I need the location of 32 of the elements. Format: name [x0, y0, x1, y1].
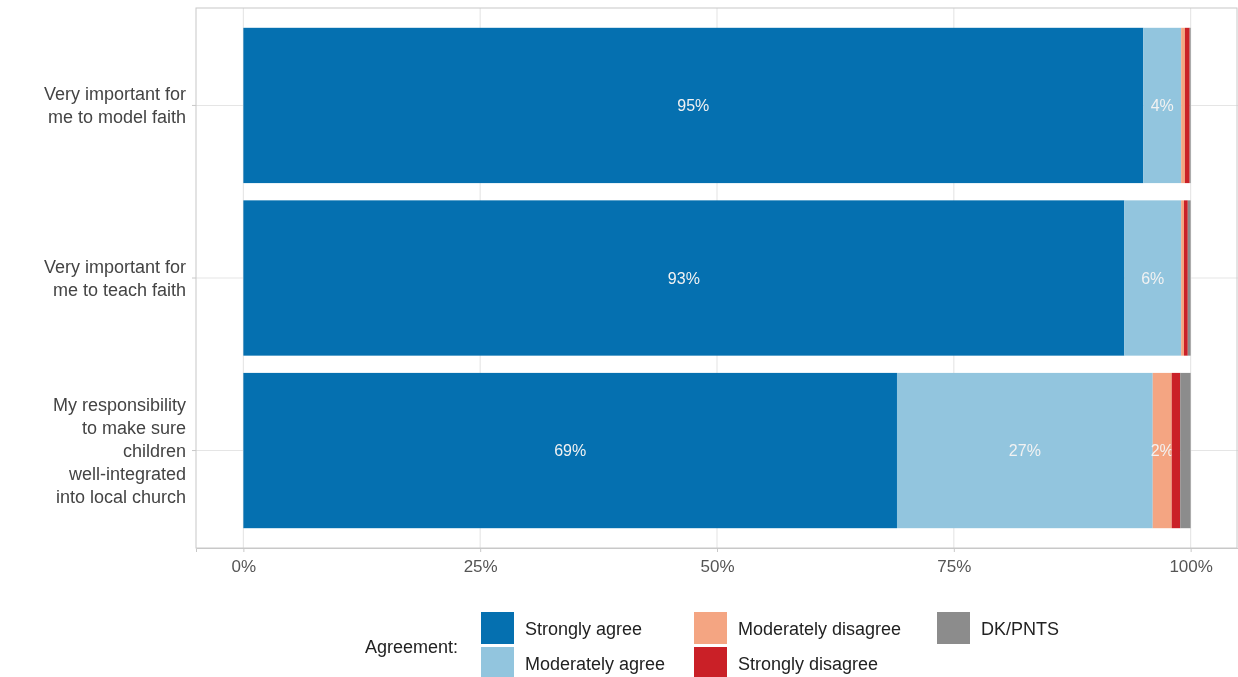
- legend-label: Moderately disagree: [738, 619, 902, 639]
- y-tick-label: My responsibility to make sure children well-integrated into local church: [52, 394, 186, 507]
- bar: [243, 27, 1144, 184]
- bar: [1143, 27, 1182, 184]
- data-label: 4%: [1150, 97, 1174, 115]
- data-label: 69%: [554, 442, 587, 460]
- x-tick-label: 0%: [231, 557, 257, 577]
- bar: [1181, 27, 1185, 184]
- data-label: 95%: [677, 97, 710, 115]
- legend-label: Strongly agree: [525, 619, 643, 639]
- bar: [1124, 200, 1182, 356]
- bar: [243, 200, 1125, 356]
- y-tick-label: Very important for me to teach faith: [43, 256, 186, 300]
- x-tick-label: 25%: [463, 557, 498, 577]
- x-tick-label: 100%: [1169, 557, 1213, 577]
- bar: [1184, 27, 1190, 184]
- y-tick-label: Very important for me to model faith: [43, 83, 186, 127]
- bar: [1171, 372, 1181, 529]
- x-tick-label: 75%: [937, 557, 972, 577]
- legend-label: Strongly disagree: [738, 654, 879, 674]
- data-label: 93%: [667, 269, 700, 287]
- data-label: 27%: [1008, 442, 1041, 460]
- bar: [243, 372, 897, 529]
- bar: [1181, 200, 1184, 356]
- legend-label: Moderately agree: [525, 654, 666, 674]
- bar: [1152, 372, 1172, 529]
- data-label: 6%: [1141, 269, 1165, 287]
- legend-title: Agreement:: [365, 637, 459, 657]
- legend-label: DK/PNTS: [981, 619, 1060, 639]
- bar: [896, 372, 1153, 529]
- bar: [1180, 372, 1191, 529]
- x-tick-label: 50%: [700, 557, 735, 577]
